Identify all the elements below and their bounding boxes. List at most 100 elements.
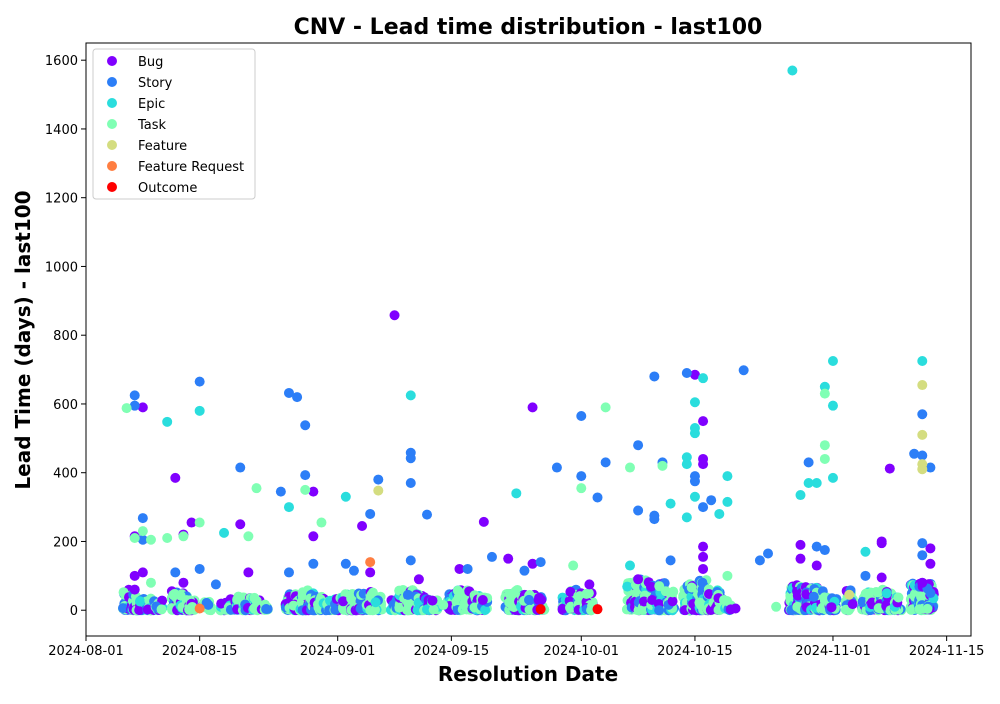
data-point: [649, 514, 660, 525]
data-point: [665, 498, 676, 509]
data-point: [129, 400, 140, 411]
data-point: [462, 563, 473, 574]
x-tick-label: 2024-10-01: [543, 644, 619, 659]
data-point: [565, 586, 576, 597]
y-tick-label: 1400: [45, 123, 78, 138]
legend-marker: [107, 56, 117, 66]
data-point: [827, 472, 838, 483]
data-point: [803, 457, 814, 468]
data-point: [194, 376, 205, 387]
data-point: [925, 543, 936, 554]
data-point: [340, 491, 351, 502]
data-point: [917, 429, 928, 440]
data-point: [405, 390, 416, 401]
x-axis-ticks: 2024-08-01 2024-08-15 2024-09-01 2024-09-15…: [48, 636, 984, 659]
data-point: [925, 588, 936, 599]
data-point: [338, 596, 349, 607]
data-points: [117, 65, 939, 616]
data-point: [665, 555, 676, 566]
data-point: [730, 603, 741, 614]
data-point: [308, 531, 319, 542]
y-tick-label: 200: [53, 535, 78, 550]
data-point: [698, 551, 709, 562]
data-point: [787, 65, 798, 76]
data-point: [194, 603, 205, 614]
data-point: [480, 604, 491, 615]
data-point: [118, 603, 129, 614]
data-point: [194, 517, 205, 528]
data-point: [722, 496, 733, 507]
data-point: [137, 513, 148, 524]
data-point: [162, 416, 173, 427]
data-point: [145, 534, 156, 545]
data-point: [583, 588, 594, 599]
data-point: [369, 604, 380, 615]
data-point: [819, 381, 830, 392]
legend-marker: [107, 140, 117, 150]
data-point: [422, 509, 433, 520]
data-point: [300, 484, 311, 495]
data-point: [698, 502, 709, 513]
data-point: [689, 476, 700, 487]
data-point: [667, 587, 678, 598]
data-point: [914, 604, 925, 615]
data-point: [681, 512, 692, 523]
data-point: [251, 483, 262, 494]
data-point: [145, 577, 156, 588]
data-point: [584, 579, 595, 590]
data-point: [811, 560, 822, 571]
data-point: [373, 474, 384, 485]
data-point: [178, 531, 189, 542]
data-point: [819, 388, 830, 399]
data-point: [917, 380, 928, 391]
x-tick-label: 2024-09-01: [300, 644, 376, 659]
data-point: [917, 550, 928, 561]
data-point: [925, 462, 936, 473]
data-point: [524, 604, 535, 615]
data-point: [771, 601, 782, 612]
data-point: [600, 457, 611, 468]
data-point: [714, 508, 725, 519]
x-tick-label: 2024-10-15: [657, 644, 733, 659]
data-point: [667, 596, 678, 607]
data-point: [795, 553, 806, 564]
legend-marker: [107, 161, 117, 171]
legend: Bug Story Epic Task Feature Feature Request Ou…: [92, 48, 256, 200]
data-point: [917, 409, 928, 420]
data-point: [216, 598, 227, 609]
data-point: [194, 405, 205, 416]
data-point: [219, 527, 230, 538]
data-point: [129, 584, 140, 595]
data-point: [129, 390, 140, 401]
data-point: [135, 596, 146, 607]
y-tick-label: 1600: [45, 54, 78, 69]
data-point: [210, 579, 221, 590]
data-point: [402, 589, 413, 600]
data-point: [622, 581, 633, 592]
data-point: [819, 440, 830, 451]
data-point: [454, 563, 465, 574]
data-point: [568, 560, 579, 571]
data-point: [519, 565, 530, 576]
data-point: [535, 604, 546, 615]
data-point: [576, 410, 587, 421]
data-point: [175, 590, 186, 601]
data-point: [235, 462, 246, 473]
data-point: [925, 558, 936, 569]
legend-label: Outcome: [138, 181, 197, 196]
x-tick-label: 2024-08-15: [162, 644, 238, 659]
data-point: [365, 557, 376, 568]
x-tick-label: 2024-08-01: [48, 644, 124, 659]
data-point: [178, 577, 189, 588]
data-point: [300, 470, 311, 481]
data-point: [811, 541, 822, 552]
data-point: [194, 563, 205, 574]
data-point: [847, 599, 858, 610]
data-point: [557, 603, 568, 614]
y-tick-label: 0: [70, 604, 78, 619]
x-tick-label: 2024-11-15: [909, 644, 985, 659]
data-point: [402, 597, 413, 608]
data-point: [697, 577, 708, 588]
data-point: [803, 478, 814, 489]
